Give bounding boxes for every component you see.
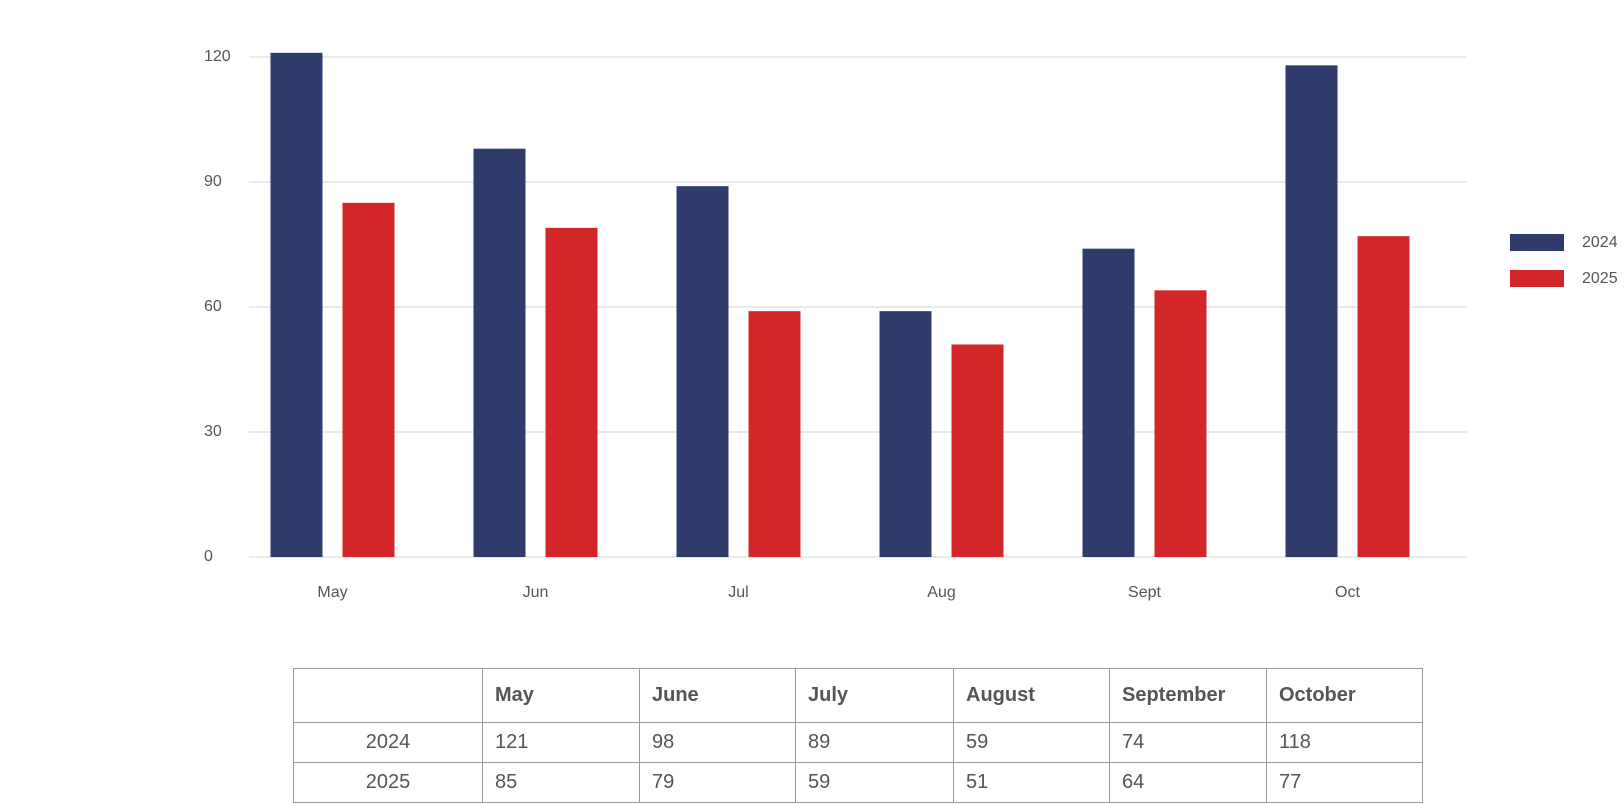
y-tick-label: 0 — [204, 548, 213, 565]
table-cell: 51 — [953, 762, 1110, 803]
bar — [1082, 248, 1135, 557]
bar — [951, 344, 1004, 557]
table-cell: 77 — [1266, 762, 1423, 803]
bar — [748, 311, 801, 557]
bar — [270, 52, 323, 557]
column-header: June — [639, 668, 796, 723]
row-label: 2024 — [293, 722, 483, 763]
y-tick-label: 60 — [204, 298, 222, 315]
legend-swatch — [1510, 234, 1564, 251]
bar — [676, 186, 729, 557]
bar — [1357, 236, 1410, 557]
x-tick-label: Jun — [523, 584, 549, 601]
table-cell: 64 — [1109, 762, 1267, 803]
bar — [545, 227, 598, 558]
column-header: September — [1109, 668, 1267, 723]
bar — [1285, 65, 1338, 557]
table-cell: 121 — [482, 722, 640, 763]
column-header: May — [482, 668, 640, 723]
legend-swatch — [1510, 270, 1564, 287]
legend-label: 2024 — [1582, 234, 1618, 251]
column-header: July — [795, 668, 954, 723]
table-cell: 59 — [795, 762, 954, 803]
x-tick-label: May — [317, 584, 347, 601]
header-row: May June July August September October — [293, 668, 1423, 723]
y-tick-label: 120 — [204, 48, 231, 65]
x-tick-label: Aug — [927, 584, 955, 601]
data-table: May June July August September October 2024 121… — [293, 668, 1423, 803]
chart: 0 30 60 90 120 May Jun Jul Aug Sept Oct 2024 2025 — [204, 48, 1618, 601]
table-row: 2024 121 98 89 59 74 118 — [293, 722, 1423, 763]
table-cell: 74 — [1109, 722, 1267, 763]
table-cell: 59 — [953, 722, 1110, 763]
table-row: 2025 85 79 59 51 64 77 — [293, 762, 1423, 803]
y-tick-label: 90 — [204, 173, 222, 190]
table-cell: 118 — [1266, 722, 1423, 763]
table-cell: 85 — [482, 762, 640, 803]
legend-label: 2025 — [1582, 270, 1618, 287]
corner-cell — [293, 668, 483, 723]
bar — [342, 202, 395, 558]
column-header: August — [953, 668, 1110, 723]
bar — [879, 311, 932, 557]
table-cell: 79 — [639, 762, 796, 803]
table-cell: 98 — [639, 722, 796, 763]
bar — [473, 148, 526, 557]
x-tick-label: Jul — [728, 584, 748, 601]
column-header: October — [1266, 668, 1423, 723]
bar — [1154, 290, 1207, 557]
y-tick-label: 30 — [204, 423, 222, 440]
row-label: 2025 — [293, 762, 483, 803]
x-tick-label: Sept — [1128, 584, 1161, 601]
x-tick-label: Oct — [1335, 584, 1360, 601]
table-cell: 89 — [795, 722, 954, 763]
